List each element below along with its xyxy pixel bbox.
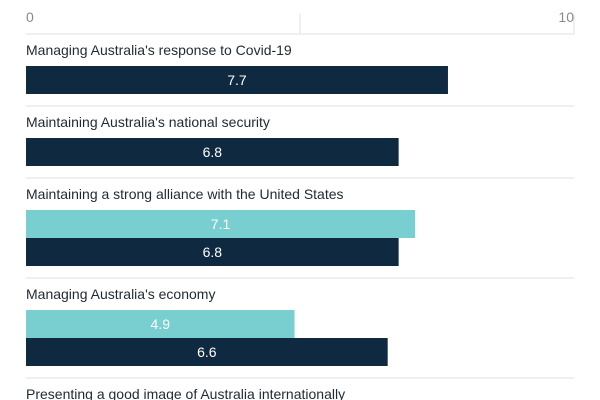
bar-value-label: 7.1: [211, 216, 231, 232]
category-label: Managing Australia's response to Covid-1…: [26, 42, 292, 58]
bar-value-label: 6.6: [197, 344, 217, 360]
bar: [26, 238, 399, 266]
bar-value-label: 4.9: [151, 316, 171, 332]
category-label: Presenting a good image of Australia int…: [26, 386, 345, 400]
bar: [26, 338, 388, 366]
category-label: Maintaining Australia's national securit…: [26, 114, 270, 130]
category-label: Managing Australia's economy: [26, 286, 215, 302]
bar-value-label: 6.8: [203, 244, 223, 260]
bar-value-label: 7.7: [227, 72, 247, 88]
bar: [26, 138, 399, 166]
x-tick-label: 0: [26, 9, 34, 25]
bar-value-label: 6.8: [203, 144, 223, 160]
bar: [26, 310, 295, 338]
category-label: Maintaining a strong alliance with the U…: [26, 186, 344, 202]
bar: [26, 66, 448, 94]
x-tick-label: 10: [558, 9, 574, 25]
bar: [26, 210, 416, 238]
